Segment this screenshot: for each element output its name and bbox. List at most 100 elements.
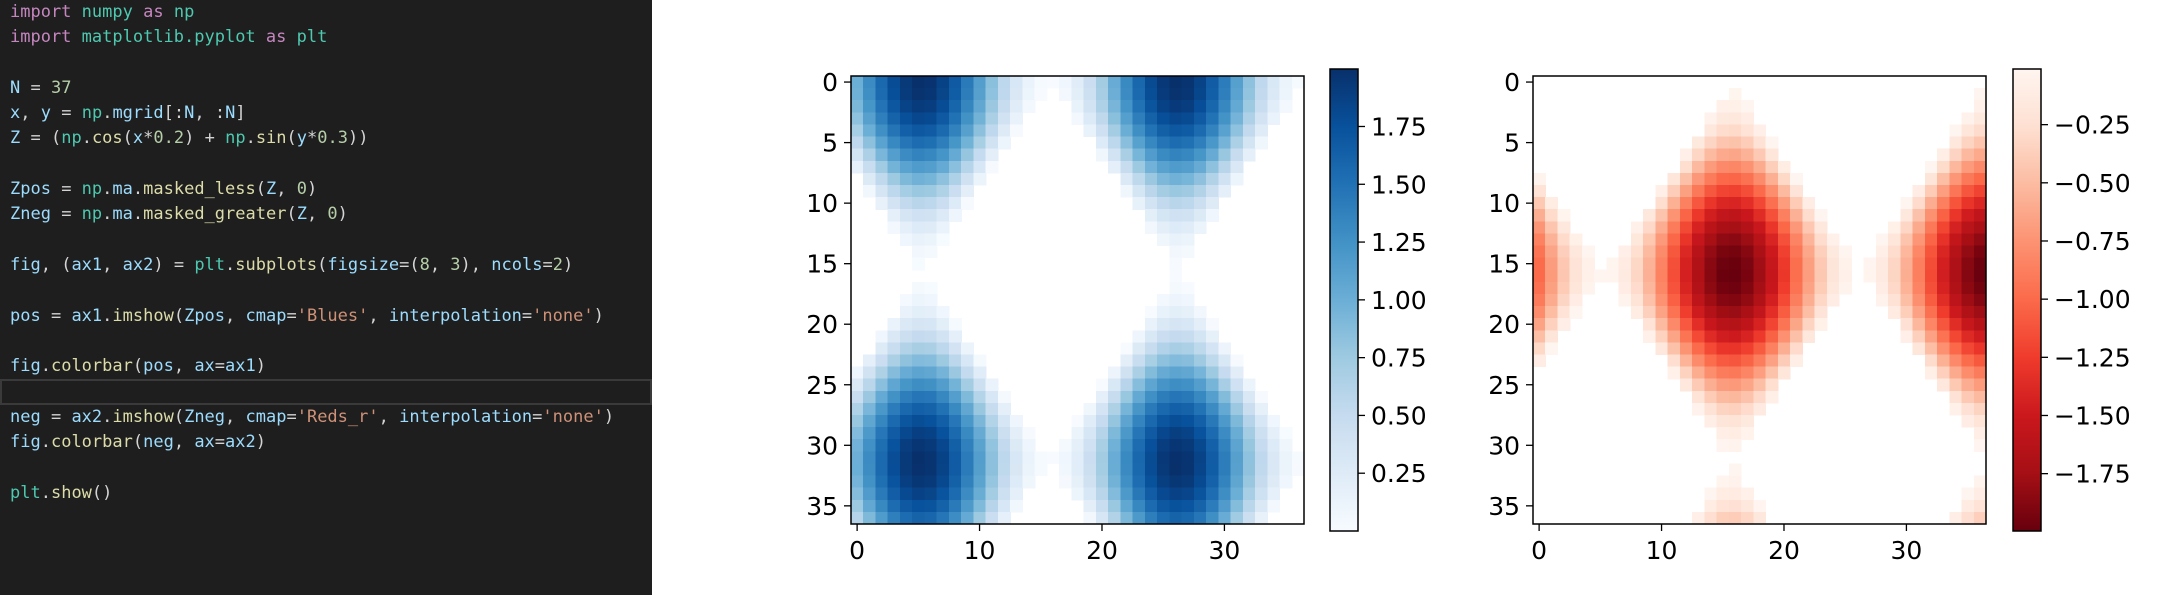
heatmap-cell	[924, 415, 938, 428]
heatmap-cell	[1949, 366, 1963, 380]
heatmap-cell	[1144, 402, 1158, 416]
heatmap-cell	[1704, 221, 1718, 235]
code-line[interactable]: ​	[0, 379, 652, 404]
code-token: .	[40, 482, 51, 503]
heatmap-cell	[1777, 354, 1791, 368]
heatmap-cell	[1692, 257, 1705, 271]
heatmap-cell	[1937, 233, 1950, 247]
heatmap-cell	[887, 390, 901, 404]
heatmap-cell	[1667, 197, 1681, 210]
heatmap-cell	[1010, 451, 1023, 465]
heatmap-cell	[924, 475, 938, 489]
heatmap-cell	[1242, 499, 1256, 513]
heatmap-cell	[1692, 390, 1705, 404]
heatmap-cell	[1193, 88, 1207, 101]
heatmap-cell	[1741, 245, 1754, 259]
heatmap-cell	[1120, 88, 1134, 101]
code-line[interactable]: import matplotlib.pyplot as plt	[0, 25, 652, 50]
heatmap-cell	[1777, 209, 1791, 222]
code-token: 0.3	[317, 128, 348, 149]
heatmap-cell	[1716, 415, 1730, 428]
code-line[interactable]: N = 37	[0, 76, 652, 101]
heatmap-cell	[1169, 233, 1183, 247]
code-line[interactable]: import numpy as np	[0, 0, 652, 25]
code-token: ax2	[71, 406, 103, 427]
heatmap-cell	[1083, 463, 1097, 477]
heatmap-cell	[1545, 318, 1559, 331]
heatmap-cell	[1108, 439, 1121, 452]
heatmap-cell	[961, 415, 975, 428]
code-token: N	[10, 77, 21, 98]
code-line[interactable]: ​	[0, 278, 652, 303]
heatmap-cell	[1667, 306, 1681, 319]
heatmap-cell	[1704, 342, 1718, 356]
heatmap-cell	[1937, 257, 1950, 271]
heatmap-cell	[936, 378, 950, 392]
code-token: np	[81, 204, 103, 225]
heatmap-cell	[1230, 366, 1244, 380]
heatmap-cell	[1949, 390, 1963, 404]
heatmap-cell	[1181, 475, 1195, 489]
heatmap-cell	[997, 451, 1011, 465]
heatmap-cell	[851, 487, 864, 501]
code-token: np	[225, 128, 246, 149]
heatmap-cell	[1095, 487, 1109, 501]
code-token: =	[50, 179, 82, 200]
code-line[interactable]: ​	[0, 152, 652, 177]
heatmap-cell	[1255, 511, 1268, 525]
code-token: 2	[552, 254, 563, 275]
heatmap-cell	[1206, 209, 1219, 222]
code-line[interactable]: ​	[0, 455, 652, 480]
heatmap-cell	[1120, 366, 1134, 380]
heatmap-cell	[887, 148, 901, 162]
code-line[interactable]: pos = ax1.imshow(Zpos, cmap='Blues', int…	[0, 304, 652, 329]
code-line[interactable]: fig.colorbar(neg, ax=ax2)	[0, 430, 652, 455]
code-token: .	[132, 204, 144, 225]
heatmap-cell	[961, 136, 975, 150]
code-line[interactable]: fig.colorbar(pos, ax=ax1)	[0, 354, 652, 379]
code-token	[286, 27, 296, 47]
heatmap-cell	[936, 439, 950, 452]
heatmap-cell	[924, 427, 938, 440]
heatmap-cell	[1255, 487, 1268, 501]
heatmap-cell	[1937, 269, 1950, 283]
heatmap-cell	[1083, 499, 1097, 513]
heatmap-cell	[912, 293, 926, 307]
code-line[interactable]: ​	[0, 329, 652, 354]
heatmap-cell	[961, 451, 975, 465]
code-line[interactable]: plt.show()	[0, 481, 652, 506]
heatmap-cell	[973, 390, 987, 404]
heatmap-cell	[863, 354, 877, 368]
heatmap-cell	[1095, 463, 1109, 477]
heatmap-cell	[1230, 378, 1244, 392]
heatmap-cell	[1144, 511, 1158, 525]
heatmap-cell	[1716, 475, 1730, 489]
heatmap-cell	[1132, 487, 1146, 501]
heatmap-cell	[1157, 124, 1170, 138]
code-line[interactable]: Zpos = np.ma.masked_less(Z, 0)	[0, 177, 652, 202]
code-line[interactable]: ​	[0, 228, 652, 253]
heatmap-cell	[1679, 281, 1693, 295]
heatmap-cell	[973, 160, 987, 174]
code-editor[interactable]: import numpy as np import matplotlib.pypl…	[0, 0, 652, 595]
code-line[interactable]: Z = (np.cos(x*0.2) + np.sin(y*0.3))	[0, 126, 652, 151]
code-area[interactable]: import numpy as np import matplotlib.pypl…	[0, 0, 652, 506]
heatmap-cell	[1655, 330, 1669, 343]
heatmap-cell	[1973, 221, 1987, 235]
heatmap-cell	[1679, 148, 1693, 162]
heatmap-cell	[1181, 209, 1195, 222]
heatmap-cell	[1083, 475, 1097, 489]
code-token: cmap	[245, 305, 287, 326]
code-line[interactable]: neg = ax2.imshow(Zneg, cmap='Reds_r', in…	[0, 405, 652, 430]
heatmap-cell	[1716, 184, 1730, 198]
heatmap-cell	[1704, 269, 1718, 283]
code-line[interactable]: ​	[0, 51, 652, 76]
heatmap-cell	[912, 281, 926, 295]
heatmap-cell	[948, 475, 962, 489]
code-line[interactable]: x, y = np.mgrid[:N, :N]	[0, 101, 652, 126]
heatmap-cell	[1777, 172, 1791, 186]
code-line[interactable]: Zneg = np.ma.masked_greater(Z, 0)	[0, 202, 652, 227]
code-line[interactable]: fig, (ax1, ax2) = plt.subplots(figsize=(…	[0, 253, 652, 278]
code-token: Zpos	[10, 179, 51, 200]
heatmap-cell	[1814, 233, 1828, 247]
